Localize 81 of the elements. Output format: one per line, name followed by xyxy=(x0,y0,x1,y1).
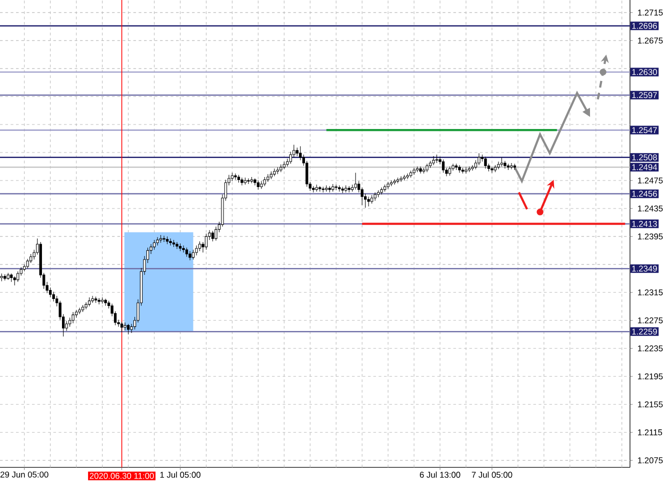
candlestick xyxy=(406,173,409,180)
candlestick xyxy=(504,160,506,169)
candlestick xyxy=(78,308,81,314)
x-tick-label: 29 Jun 05:00 xyxy=(0,472,48,478)
candlestick xyxy=(367,196,370,207)
candlestick xyxy=(72,312,74,324)
y-tick-label: 1.2675 xyxy=(638,38,663,44)
y-tick-label: 1.2435 xyxy=(638,205,663,212)
candlestick xyxy=(204,233,208,250)
ref-line-label: 1.2456 xyxy=(632,190,657,197)
candlestick xyxy=(126,324,130,335)
candlestick xyxy=(448,166,452,176)
candlestick xyxy=(120,322,124,333)
candlestick xyxy=(442,159,445,174)
ref-line-label: 1.2508 xyxy=(632,154,657,160)
candlestick xyxy=(393,178,396,185)
ref-line-label: 1.2597 xyxy=(632,92,657,98)
candlestick xyxy=(13,276,16,286)
candlestick xyxy=(490,166,494,174)
y-tick-label: 1.2715 xyxy=(638,10,663,16)
y-tick-label: 1.2235 xyxy=(638,345,663,352)
candlestick xyxy=(458,164,461,174)
candlestick xyxy=(84,302,88,310)
candlestick xyxy=(464,166,468,174)
candlestick xyxy=(412,168,416,176)
ref-line-label: 1.2349 xyxy=(632,266,657,272)
y-tick-label: 1.2315 xyxy=(638,289,663,296)
candlestick xyxy=(386,182,390,190)
candlestick xyxy=(104,298,107,306)
candlestick xyxy=(240,177,244,186)
candlestick xyxy=(214,226,218,241)
candlestick xyxy=(185,247,188,258)
ref-line-label: 1.2413 xyxy=(632,220,657,227)
candlestick xyxy=(432,156,435,166)
candlestick xyxy=(156,236,159,246)
candlestick xyxy=(124,322,126,330)
y-tick-label: 1.2395 xyxy=(638,233,663,240)
ref-line-label: 1.2696 xyxy=(632,22,657,29)
candlestick xyxy=(182,245,185,253)
y-tick-label: 1.2195 xyxy=(638,373,663,380)
candlestick xyxy=(263,176,266,186)
candlestick xyxy=(195,245,198,256)
y-tick-label: 1.2275 xyxy=(638,317,663,324)
candlestick xyxy=(176,242,178,250)
candlestick xyxy=(256,180,260,190)
candlestick xyxy=(98,298,100,305)
y-tick-label: 1.2475 xyxy=(638,177,663,184)
candlestick xyxy=(510,162,513,170)
ref-line-label: 1.2259 xyxy=(632,328,657,335)
candlestick xyxy=(198,241,202,252)
candlestick xyxy=(88,297,91,307)
candlestick xyxy=(16,271,20,282)
candlestick xyxy=(152,240,156,250)
candlestick xyxy=(211,230,214,242)
ref-line-label: 1.2494 xyxy=(632,164,658,170)
x-tick-label: 6 Jul 13:00 xyxy=(420,472,460,478)
candlestick xyxy=(247,178,250,184)
candlestick xyxy=(162,235,166,242)
candlestick xyxy=(169,238,172,246)
ref-line-label: 1.2630 xyxy=(632,69,657,76)
candlestick xyxy=(65,320,68,332)
candlestick xyxy=(478,152,480,166)
candlestick xyxy=(254,178,256,186)
ref-line-label: 1.2547 xyxy=(632,127,657,134)
y-tick-label: 1.2075 xyxy=(638,457,663,464)
y-tick-label: 1.2115 xyxy=(638,429,662,436)
x-tick-label: 7 Jul 05:00 xyxy=(472,472,512,478)
candlestick xyxy=(484,156,487,169)
candlestick xyxy=(192,249,195,260)
candlestick xyxy=(500,157,504,167)
candlestick xyxy=(497,161,500,170)
candlestick xyxy=(419,166,422,174)
candlestick xyxy=(188,250,192,261)
candlestick xyxy=(354,172,357,190)
y-tick-label: 1.2155 xyxy=(638,401,663,408)
candlestick xyxy=(400,176,402,182)
x-tick-label: 1 Jul 05:00 xyxy=(160,472,200,478)
x-tick-label: 2020.06.30 11:00 xyxy=(90,472,154,479)
candlestick xyxy=(380,187,383,195)
candlestick xyxy=(91,296,94,304)
candlestick xyxy=(234,173,237,180)
